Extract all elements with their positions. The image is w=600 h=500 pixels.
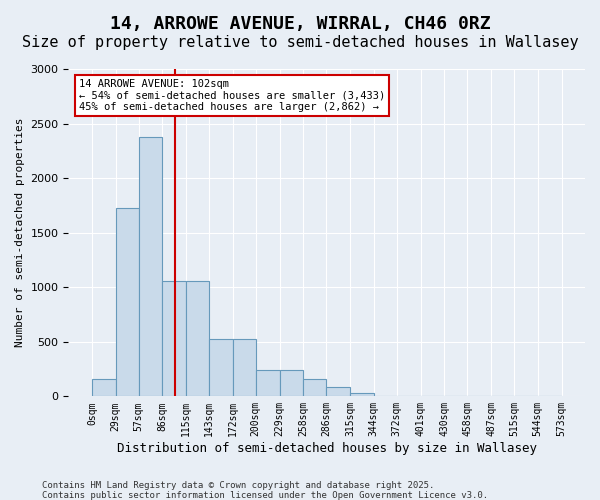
Text: Size of property relative to semi-detached houses in Wallasey: Size of property relative to semi-detach… bbox=[22, 35, 578, 50]
Text: 14, ARROWE AVENUE, WIRRAL, CH46 0RZ: 14, ARROWE AVENUE, WIRRAL, CH46 0RZ bbox=[110, 15, 490, 33]
Bar bbox=[233, 338, 256, 396]
Bar bbox=[280, 370, 304, 396]
Text: 14 ARROWE AVENUE: 102sqm
← 54% of semi-detached houses are smaller (3,433)
45% o: 14 ARROWE AVENUE: 102sqm ← 54% of semi-d… bbox=[79, 79, 385, 112]
Text: Contains public sector information licensed under the Open Government Licence v3: Contains public sector information licen… bbox=[42, 491, 488, 500]
Bar bbox=[350, 392, 374, 396]
Bar bbox=[139, 136, 163, 396]
Y-axis label: Number of semi-detached properties: Number of semi-detached properties bbox=[15, 118, 25, 348]
Bar bbox=[186, 280, 209, 396]
Bar bbox=[92, 380, 116, 396]
Text: Contains HM Land Registry data © Crown copyright and database right 2025.: Contains HM Land Registry data © Crown c… bbox=[42, 481, 434, 490]
Bar bbox=[116, 208, 139, 396]
Bar bbox=[163, 280, 186, 396]
X-axis label: Distribution of semi-detached houses by size in Wallasey: Distribution of semi-detached houses by … bbox=[117, 442, 537, 455]
Bar bbox=[209, 338, 233, 396]
Bar bbox=[326, 386, 350, 396]
Bar bbox=[304, 380, 326, 396]
Bar bbox=[256, 370, 280, 396]
